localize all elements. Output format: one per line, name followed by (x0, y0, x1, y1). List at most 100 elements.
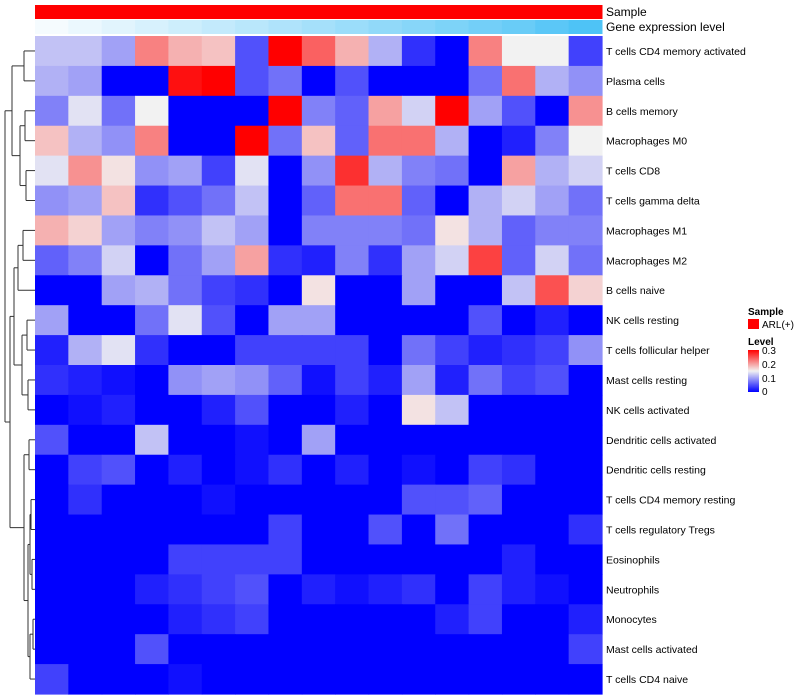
heatmap-cell (235, 394, 270, 426)
heatmap-cell (501, 514, 536, 546)
heatmap-cell (101, 544, 136, 575)
heatmap-cell (535, 454, 570, 486)
heatmap-cell (301, 454, 336, 486)
row-label: Dendritic cells resting (606, 465, 706, 477)
legend-level-title: Level (748, 337, 774, 348)
row-label: Macrophages M0 (606, 136, 687, 148)
heatmap-cell (468, 544, 503, 575)
heatmap-cell (368, 95, 403, 127)
sample-annotation-cell (468, 5, 503, 19)
expression-annotation-cell (535, 20, 570, 34)
column-annotations (35, 5, 603, 34)
heatmap-cell (168, 125, 203, 157)
expression-annotation-cell (68, 20, 103, 34)
heatmap-cell (368, 125, 403, 157)
heatmap-cell (401, 514, 436, 546)
heatmap-cell (268, 155, 303, 187)
heatmap-cell (468, 394, 503, 426)
heatmap-cell (568, 634, 603, 665)
heatmap-cell (35, 65, 69, 97)
heatmap-cell (401, 544, 436, 575)
heatmap-cell (401, 394, 436, 426)
heatmap-cell (168, 514, 203, 546)
heatmap-cell (435, 95, 470, 127)
heatmap-cell (135, 634, 170, 665)
legend-level-tick: 0.1 (762, 374, 776, 385)
heatmap-cell (468, 95, 503, 127)
heatmap-cell (201, 484, 236, 516)
heatmap-cell (35, 305, 69, 336)
sample-annotation-cell (135, 5, 169, 19)
heatmap-cell (101, 215, 136, 246)
heatmap-cell (101, 454, 136, 486)
heatmap-cell (535, 125, 570, 157)
row-label: Neutrophils (606, 584, 659, 596)
heatmap-cell (101, 155, 136, 187)
heatmap-cell (401, 245, 436, 276)
annotation-label-sample: Sample (606, 5, 647, 19)
heatmap-cell (35, 245, 69, 276)
heatmap-cell (568, 664, 603, 695)
heatmap-cell (168, 305, 203, 336)
heatmap-cell (401, 484, 436, 516)
heatmap-cell (268, 544, 303, 575)
heatmap-cell (335, 424, 370, 456)
heatmap-cell (568, 245, 603, 276)
row-label: NK cells resting (606, 315, 679, 327)
heatmap-cell (568, 394, 603, 426)
heatmap-cell (235, 664, 270, 695)
heatmap-cell (268, 275, 303, 306)
heatmap-cell (568, 454, 603, 486)
heatmap-cell (335, 514, 370, 546)
heatmap-cell (68, 484, 103, 516)
heatmap-cell (301, 155, 336, 187)
heatmap-cell (435, 275, 470, 306)
heatmap-cell (301, 36, 336, 67)
row-label: B cells memory (606, 106, 679, 118)
heatmap-cell (101, 514, 136, 546)
heatmap-cell (401, 335, 436, 366)
heatmap-cell (168, 604, 203, 635)
legend-sample-title: Sample (748, 307, 784, 318)
heatmap-cell (68, 544, 103, 575)
heatmap-cell (535, 365, 570, 396)
heatmap-cell (568, 484, 603, 516)
heatmap-cell (401, 185, 436, 217)
heatmap-cell (68, 185, 103, 217)
heatmap-cell (35, 634, 69, 665)
sample-annotation-cell (201, 5, 236, 19)
heatmap-cell (301, 394, 336, 426)
heatmap-cell (235, 634, 270, 665)
heatmap-cell (101, 365, 136, 396)
heatmap-cell (101, 484, 136, 516)
heatmap-cell (335, 305, 370, 336)
heatmap-cell (468, 185, 503, 217)
heatmap-cell (168, 245, 203, 276)
heatmap-cell (268, 335, 303, 366)
heatmap-cell (268, 634, 303, 665)
heatmap-cell (435, 574, 470, 605)
heatmap-cell (435, 604, 470, 635)
sample-annotation-cell (235, 5, 269, 19)
heatmap-cell (435, 65, 470, 97)
heatmap-cell (501, 664, 536, 695)
heatmap-cell (68, 65, 103, 97)
heatmap-cell (135, 365, 170, 396)
heatmap-cell (68, 604, 103, 635)
heatmap-cell (501, 454, 536, 486)
heatmap-cell (535, 95, 570, 127)
heatmap-cell (468, 65, 503, 97)
heatmap-cell (168, 365, 203, 396)
sample-annotation-cell (335, 5, 370, 19)
expression-annotation-cell (268, 20, 303, 34)
heatmap-cell (168, 36, 203, 67)
heatmap-cell (201, 36, 236, 67)
heatmap-cell (68, 155, 103, 187)
heatmap-cell (468, 365, 503, 396)
sample-annotation-cell (301, 5, 336, 19)
heatmap-cell (35, 394, 69, 426)
heatmap-cell (301, 335, 336, 366)
heatmap-cell (168, 95, 203, 127)
heatmap-cell (568, 155, 603, 187)
annotation-label-expression: Gene expression level (606, 20, 725, 34)
